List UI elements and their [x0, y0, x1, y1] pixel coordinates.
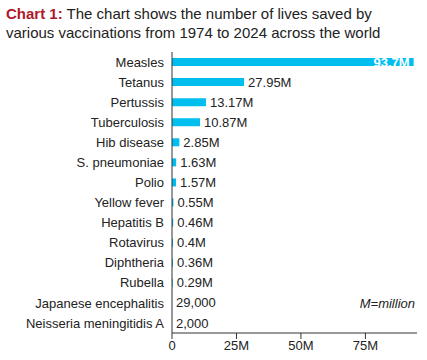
svg-text:1.57M: 1.57M	[180, 175, 216, 190]
svg-text:Yellow fever: Yellow fever	[94, 195, 164, 210]
svg-text:Japanese encephalitis: Japanese encephalitis	[35, 296, 164, 311]
svg-text:0.36M: 0.36M	[177, 255, 213, 270]
svg-text:Tetanus: Tetanus	[118, 75, 164, 90]
svg-text:2.85M: 2.85M	[183, 135, 219, 150]
html-text:M=million: M=million	[359, 296, 415, 311]
svg-text:2,000: 2,000	[176, 316, 209, 331]
svg-text:Rubella: Rubella	[120, 275, 165, 290]
svg-text:Hepatitis B: Hepatitis B	[101, 215, 164, 230]
svg-text:0.29M: 0.29M	[177, 275, 213, 290]
svg-text:Pertussis: Pertussis	[111, 95, 165, 110]
svg-text:29,000: 29,000	[176, 295, 216, 310]
svg-text:0.55M: 0.55M	[177, 195, 213, 210]
svg-text:Polio: Polio	[135, 175, 164, 190]
svg-text:0.46M: 0.46M	[177, 215, 213, 230]
svg-text:Measles: Measles	[116, 55, 165, 70]
svg-text:Tuberculosis: Tuberculosis	[91, 115, 165, 130]
html-text:Chart 1: The chart shows the n: Chart 1: The chart shows the number of l…	[6, 5, 381, 41]
svg-text:Neisseria meningitidis A: Neisseria meningitidis A	[26, 316, 164, 331]
svg-text:Diphtheria: Diphtheria	[105, 255, 165, 270]
svg-text:1.63M: 1.63M	[180, 155, 216, 170]
svg-text:75M: 75M	[353, 338, 378, 353]
svg-text:50M: 50M	[288, 338, 313, 353]
svg-text:25M: 25M	[224, 338, 249, 353]
svg-text:27.95M: 27.95M	[248, 75, 291, 90]
svg-text:Rotavirus: Rotavirus	[109, 235, 164, 250]
svg-text:Hib disease: Hib disease	[96, 135, 164, 150]
svg-text:S. pneumoniae: S. pneumoniae	[77, 155, 164, 170]
svg-text:13.17M: 13.17M	[210, 95, 253, 110]
svg-text:93.7M: 93.7M	[374, 55, 410, 70]
svg-text:0.4M: 0.4M	[177, 235, 206, 250]
svg-text:10.87M: 10.87M	[204, 115, 247, 130]
svg-text:0: 0	[168, 338, 175, 353]
